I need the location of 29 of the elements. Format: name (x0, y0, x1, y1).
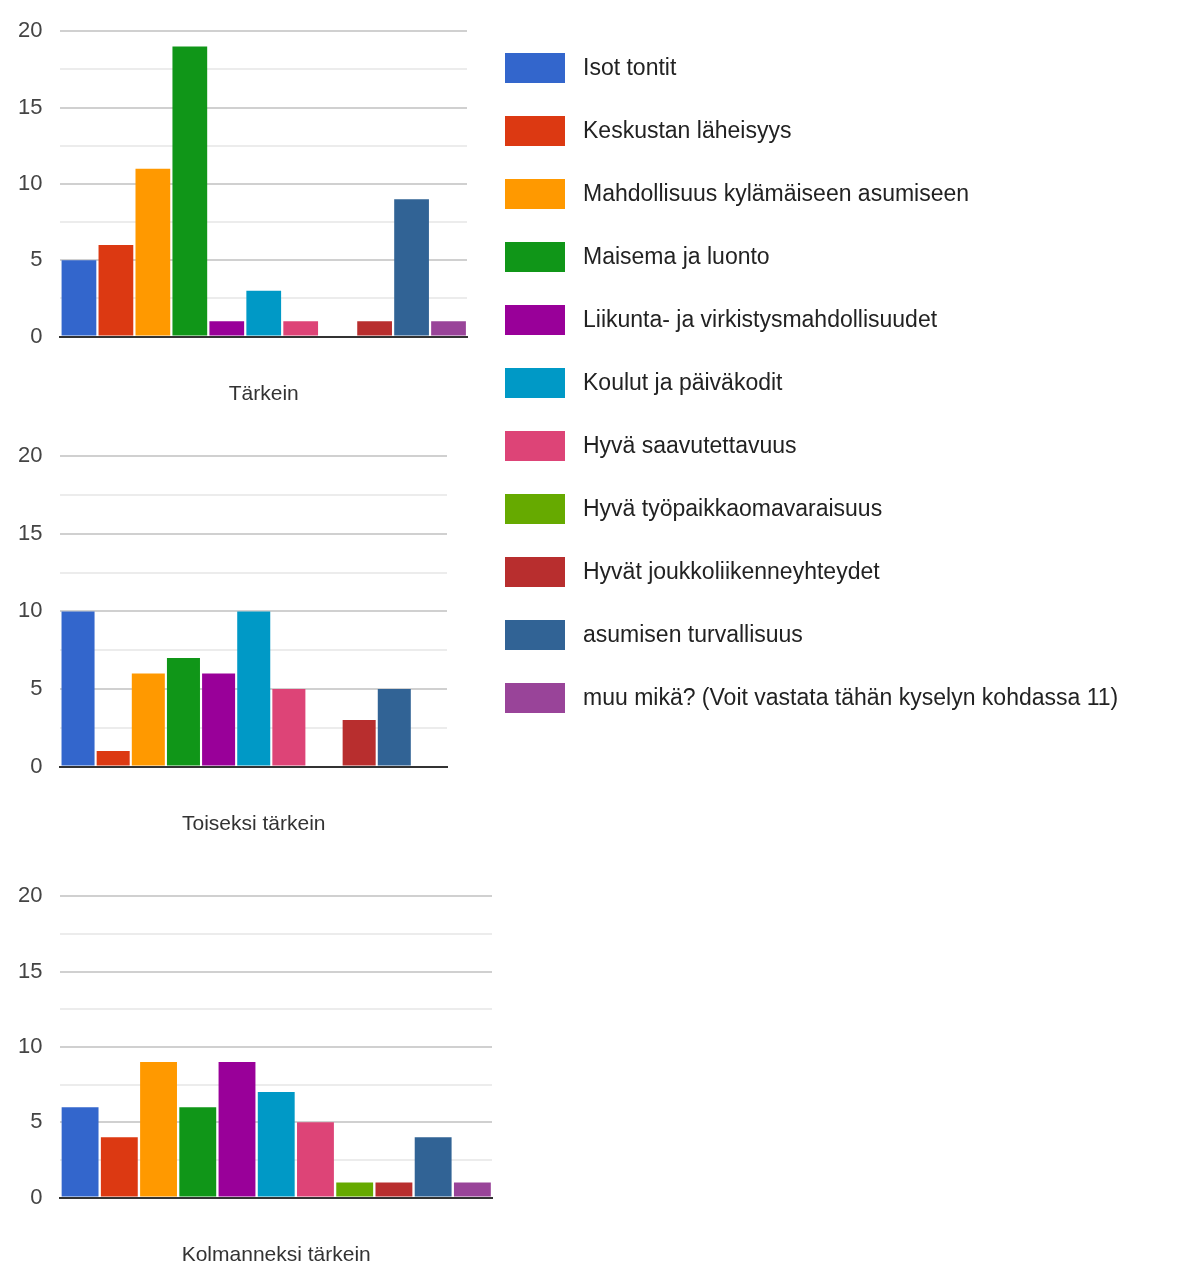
legend-label: Koulut ja päiväkodit (583, 369, 783, 396)
y-tick-label: 15 (17, 957, 43, 983)
y-tick-label: 15 (17, 519, 43, 545)
legend-label: muu mikä? (Voit vastata tähän kyselyn kohdassa 11) (583, 684, 1119, 711)
x-axis-title: Toiseksi tärkein (181, 811, 326, 835)
legend-label: Maisema ja luonto (583, 243, 770, 270)
y-tick-label: 0 (30, 322, 43, 348)
y-tick-label: 5 (30, 675, 43, 701)
y-tick-label: 5 (30, 1108, 43, 1134)
y-tick-label: 10 (17, 1032, 43, 1058)
legend-label: asumisen turvallisuus (583, 621, 803, 648)
y-tick-label: 20 (17, 17, 43, 43)
x-axis-title: Tärkein (228, 381, 299, 405)
legend-label: Keskustan läheisyys (583, 117, 792, 144)
y-tick-label: 20 (17, 882, 43, 908)
y-tick-label: 10 (17, 597, 43, 623)
y-tick-label: 15 (17, 93, 43, 119)
x-axis-title: Kolmanneksi tärkein (181, 1242, 371, 1266)
y-tick-label: 10 (17, 169, 43, 195)
legend-label: Liikunta- ja virkistysmahdollisuudet (583, 306, 938, 333)
legend-label: Hyvä työpaikkaomavaraisuus (583, 495, 883, 522)
y-tick-label: 5 (30, 246, 43, 272)
y-tick-label: 20 (17, 442, 43, 468)
legend-label: Mahdollisuus kylämäiseen asumiseen (583, 180, 970, 207)
y-tick-label: 0 (30, 752, 43, 778)
legend-label: Hyvät joukkoliikenneyhteydet (583, 558, 880, 585)
legend-label: Hyvä saavutettavuus (583, 432, 797, 459)
y-tick-label: 0 (30, 1183, 43, 1209)
legend-label: Isot tontit (583, 54, 677, 81)
